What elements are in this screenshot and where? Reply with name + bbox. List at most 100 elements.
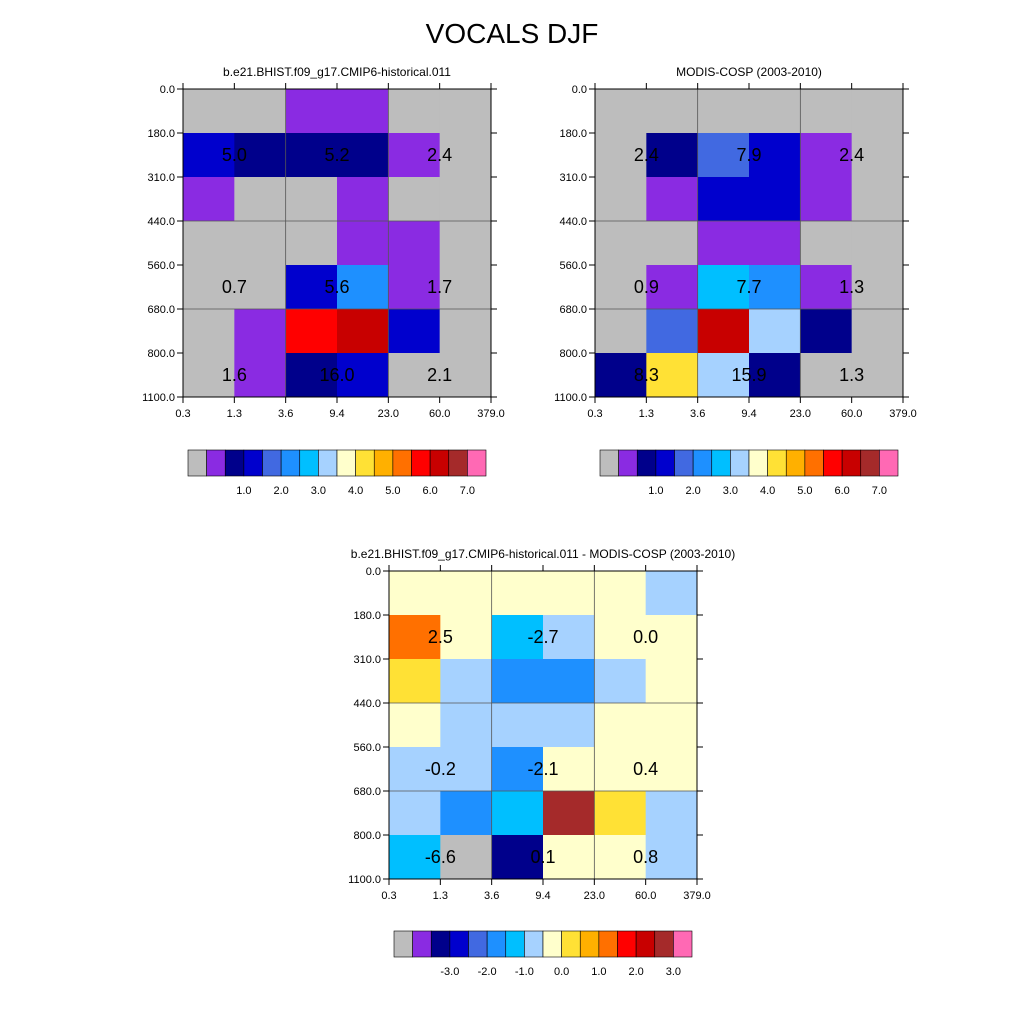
box-value-label: 2.4 xyxy=(839,145,864,165)
x-tick-label: 0.3 xyxy=(587,408,602,420)
colorbar-swatch xyxy=(561,930,581,958)
colorbar-label: -3.0 xyxy=(440,966,459,978)
colorbar-swatch xyxy=(618,449,638,477)
heatmap-cell xyxy=(389,615,441,660)
colorbar-swatch xyxy=(823,449,843,477)
y-tick-label: 0.0 xyxy=(572,84,587,96)
heatmap-cell xyxy=(389,659,441,704)
heatmap-cell xyxy=(234,89,287,134)
heatmap-cell xyxy=(491,615,544,660)
heatmap-cell xyxy=(439,353,492,398)
y-tick-label: 680.0 xyxy=(559,304,587,316)
y-tick-label: 310.0 xyxy=(559,172,587,184)
colorbar-label: 7.0 xyxy=(872,485,887,497)
colorbar-swatch xyxy=(393,930,413,958)
colorbar-swatch xyxy=(412,930,432,958)
heatmap-cell xyxy=(645,703,698,748)
heatmap-cell xyxy=(440,615,493,660)
heatmap-cell xyxy=(646,177,699,222)
x-tick-label: 0.3 xyxy=(175,408,190,420)
colorbar-label: 2.0 xyxy=(685,485,700,497)
heatmap-cell xyxy=(697,89,750,134)
heatmap-cell xyxy=(234,309,287,354)
x-tick-label: 60.0 xyxy=(841,408,862,420)
heatmap-cell xyxy=(749,133,801,178)
heatmap-cell xyxy=(645,747,698,792)
colorbar-label: 7.0 xyxy=(460,485,475,497)
y-tick-label: 680.0 xyxy=(147,304,175,316)
x-tick-label: 9.4 xyxy=(535,890,550,902)
heatmap-cell xyxy=(749,309,801,354)
colorbar-label: 4.0 xyxy=(760,485,775,497)
heatmap-cell xyxy=(800,353,853,398)
heatmap-cell xyxy=(440,571,493,616)
x-tick-label: 3.6 xyxy=(484,890,499,902)
heatmap-cell xyxy=(234,133,287,178)
heatmap-cell xyxy=(337,133,389,178)
colorbar-label: -1.0 xyxy=(515,966,534,978)
panel-1: b.e21.BHIST.f09_g17.CMIP6-historical.011… xyxy=(142,65,505,497)
heatmap-cell xyxy=(285,177,338,222)
heatmap-cell xyxy=(183,309,235,354)
y-tick-label: 560.0 xyxy=(559,260,587,272)
heatmap-cell xyxy=(595,133,647,178)
heatmap-cell xyxy=(439,177,492,222)
heatmap-cell xyxy=(543,615,595,660)
box-value-label: 1.6 xyxy=(222,365,247,385)
heatmap-cell xyxy=(851,89,904,134)
heatmap-cell xyxy=(183,89,235,134)
colorbar-swatch xyxy=(692,449,713,477)
y-tick-label: 800.0 xyxy=(147,348,175,360)
colorbar-label: 2.0 xyxy=(628,966,643,978)
x-tick-label: 0.3 xyxy=(381,890,396,902)
heatmap-cell xyxy=(646,265,699,310)
y-tick-label: 560.0 xyxy=(353,742,381,754)
colorbar-label: 6.0 xyxy=(834,485,849,497)
heatmap-cell xyxy=(285,89,338,134)
y-tick-label: 0.0 xyxy=(366,566,381,578)
colorbar-swatch xyxy=(373,449,394,477)
colorbar-swatch xyxy=(243,449,263,477)
heatmap-cell xyxy=(439,265,492,310)
colorbar-swatch xyxy=(785,449,806,477)
colorbar-swatch xyxy=(711,449,731,477)
colorbar-label: 3.0 xyxy=(723,485,738,497)
x-tick-label: 60.0 xyxy=(635,890,656,902)
heatmap-cell xyxy=(440,747,493,792)
heatmap-cell xyxy=(645,571,698,616)
heatmap-cell xyxy=(800,265,853,310)
colorbar-label: -2.0 xyxy=(478,966,497,978)
colorbar-swatch xyxy=(262,449,282,477)
heatmap-cell xyxy=(543,747,595,792)
colorbar-swatch xyxy=(542,930,562,958)
colorbar-label: 3.0 xyxy=(311,485,326,497)
colorbar-swatch xyxy=(599,449,619,477)
y-tick-label: 1100.0 xyxy=(348,874,381,886)
box-value-label: 2.1 xyxy=(427,365,452,385)
heatmap-cell xyxy=(697,309,750,354)
heatmap-cell xyxy=(851,309,904,354)
box-value-label: 0.0 xyxy=(633,627,658,647)
box-value-label: 0.7 xyxy=(222,277,247,297)
colorbar-label: 6.0 xyxy=(422,485,437,497)
y-tick-label: 800.0 xyxy=(559,348,587,360)
y-tick-label: 440.0 xyxy=(147,216,175,228)
heatmap-cell xyxy=(388,353,441,398)
colorbar-swatch xyxy=(486,930,507,958)
heatmap-cell xyxy=(749,221,801,266)
colorbar-swatch xyxy=(449,930,469,958)
heatmap-cell xyxy=(800,177,853,222)
colorbar-swatch xyxy=(674,449,694,477)
box-value-label: 5.2 xyxy=(324,145,349,165)
box-value-label: 0.1 xyxy=(530,847,555,867)
y-tick-label: 1100.0 xyxy=(554,392,587,404)
x-tick-label: 9.4 xyxy=(741,408,756,420)
heatmap-cell xyxy=(337,353,389,398)
heatmap-cell xyxy=(595,353,647,398)
box-value-label: 7.7 xyxy=(736,277,761,297)
heatmap-cell xyxy=(594,835,647,880)
panel-title: MODIS-COSP (2003-2010) xyxy=(676,65,822,79)
box-value-label: -0.2 xyxy=(425,759,456,779)
colorbar-label: 1.0 xyxy=(591,966,606,978)
colorbar-swatch xyxy=(879,449,899,477)
